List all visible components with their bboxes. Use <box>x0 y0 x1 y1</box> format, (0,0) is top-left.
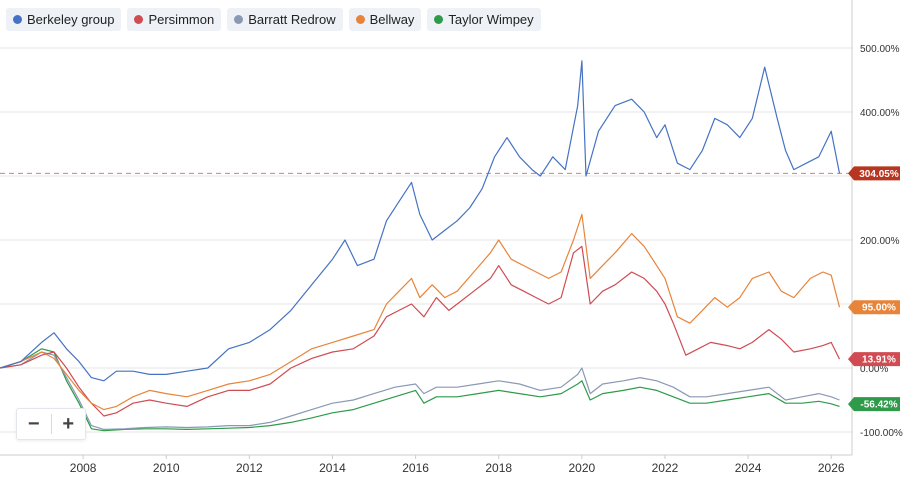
end-tag-persimmon <box>848 352 900 367</box>
legend-item-persimmon[interactable]: Persimmon <box>127 8 222 31</box>
legend-label: Bellway <box>369 12 415 27</box>
zoom-separator <box>50 414 52 434</box>
legend-dot-icon <box>134 15 144 24</box>
legend-dot-icon <box>234 15 244 24</box>
y-tick-label: 0.00% <box>860 364 888 375</box>
legend-dot-icon <box>13 15 22 24</box>
end-tag-label: 304.05% <box>859 169 899 180</box>
end-tag-barratt-redrow <box>848 397 900 412</box>
legend-item-berkeley-group[interactable]: Berkeley group <box>6 8 122 31</box>
x-tick-label: 2016 <box>402 461 429 475</box>
x-tick-label: 2010 <box>153 461 180 475</box>
end-tag-label: 13.91% <box>862 355 896 366</box>
x-tick-label: 2018 <box>485 461 512 475</box>
end-tag-label: 95.00% <box>862 303 896 314</box>
y-tick-label: 500.00% <box>860 44 900 55</box>
end-tag-bellway <box>848 300 900 315</box>
series-line-barratt-redrow <box>0 351 840 430</box>
legend-label: Taylor Wimpey <box>448 12 534 27</box>
series-line-taylor-wimpey <box>0 348 840 432</box>
series-line-persimmon <box>0 245 841 417</box>
y-tick-label: 200.00% <box>860 236 900 247</box>
x-tick-label: 2022 <box>652 461 679 475</box>
y-tick-label: -100.00% <box>860 428 903 439</box>
legend-item-bellway[interactable]: Bellway <box>348 8 422 31</box>
series-line-bellway <box>0 213 841 411</box>
legend-dot-icon <box>434 15 444 24</box>
x-tick-label: 2024 <box>735 461 762 475</box>
end-tag-berkeley-group <box>848 166 900 181</box>
zoom-controls: − + <box>16 408 86 440</box>
legend-label: Barratt Redrow <box>248 12 336 27</box>
legend-item-barratt-redrow[interactable]: Barratt Redrow <box>227 8 343 31</box>
x-tick-label: 2026 <box>818 461 845 475</box>
legend: Berkeley group Persimmon Barratt Redrow Bel… <box>6 8 541 31</box>
legend-dot-icon <box>355 15 365 24</box>
x-tick-label: 2012 <box>236 461 263 475</box>
x-tick-label: 2014 <box>319 461 346 475</box>
zoom-out-button[interactable]: − <box>27 412 40 435</box>
series-line-berkeley-group <box>0 60 841 382</box>
zoom-in-button[interactable]: + <box>62 412 75 435</box>
y-tick-label: 400.00% <box>860 108 900 119</box>
x-tick-label: 2020 <box>569 461 596 475</box>
x-tick-label: 2008 <box>70 461 97 475</box>
legend-item-taylor-wimpey[interactable]: Taylor Wimpey <box>427 8 541 31</box>
legend-label: Persimmon <box>148 12 215 27</box>
legend-label: Berkeley group <box>27 12 115 27</box>
end-tag-label: -56.42% <box>860 400 897 411</box>
